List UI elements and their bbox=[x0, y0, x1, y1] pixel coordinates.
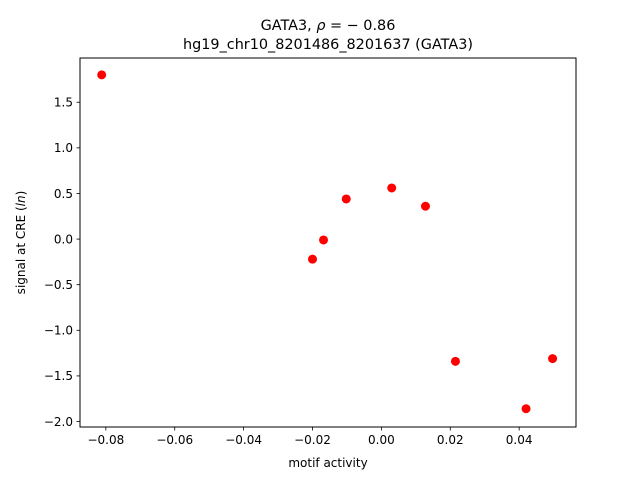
data-point bbox=[521, 404, 531, 414]
x-axis-ticks: −0.08 −0.06 −0.04 −0.02 0.00 0.02 0.04 bbox=[87, 427, 533, 447]
data-point bbox=[341, 194, 351, 204]
data-point bbox=[420, 201, 430, 211]
data-point bbox=[97, 70, 107, 80]
y-axis-ticks: 1.5 1.0 0.5 0.0 −0.5 −1.0 −1.5 −2.0 bbox=[44, 96, 80, 429]
data-point bbox=[387, 183, 397, 193]
y-tick-label: 1.0 bbox=[54, 141, 73, 155]
x-tick-label: −0.02 bbox=[294, 433, 331, 447]
data-points bbox=[97, 70, 558, 414]
x-tick-label: −0.04 bbox=[225, 433, 262, 447]
x-tick-label: 0.04 bbox=[506, 433, 533, 447]
chart-title-line2: hg19_chr10_8201486_8201637 (GATA3) bbox=[183, 37, 473, 53]
y-tick-label: −0.5 bbox=[44, 278, 73, 292]
data-point bbox=[548, 354, 558, 364]
y-tick-label: −1.5 bbox=[44, 369, 73, 383]
x-axis-label: motif activity bbox=[288, 456, 367, 470]
plot-area: −0.08 −0.06 −0.04 −0.02 0.00 0.02 0.04 1.5 1.0 0… bbox=[44, 57, 577, 447]
axes-frame bbox=[79, 57, 577, 428]
y-tick-label: 1.5 bbox=[54, 96, 73, 110]
chart-title-line1: GATA3, ρ = − 0.86 bbox=[261, 18, 396, 34]
data-point bbox=[319, 235, 329, 245]
x-tick-label: 0.02 bbox=[437, 433, 464, 447]
y-tick-label: −2.0 bbox=[44, 415, 73, 429]
y-tick-label: 0.0 bbox=[54, 232, 73, 246]
y-tick-label: 0.5 bbox=[54, 187, 73, 201]
y-tick-label: −1.0 bbox=[44, 324, 73, 338]
y-axis-label: signal at CRE (ln) bbox=[14, 191, 28, 295]
data-point bbox=[450, 356, 460, 366]
x-tick-label: −0.06 bbox=[156, 433, 193, 447]
x-tick-label: −0.08 bbox=[87, 433, 124, 447]
data-point bbox=[308, 254, 317, 264]
x-tick-label: 0.00 bbox=[368, 433, 395, 447]
